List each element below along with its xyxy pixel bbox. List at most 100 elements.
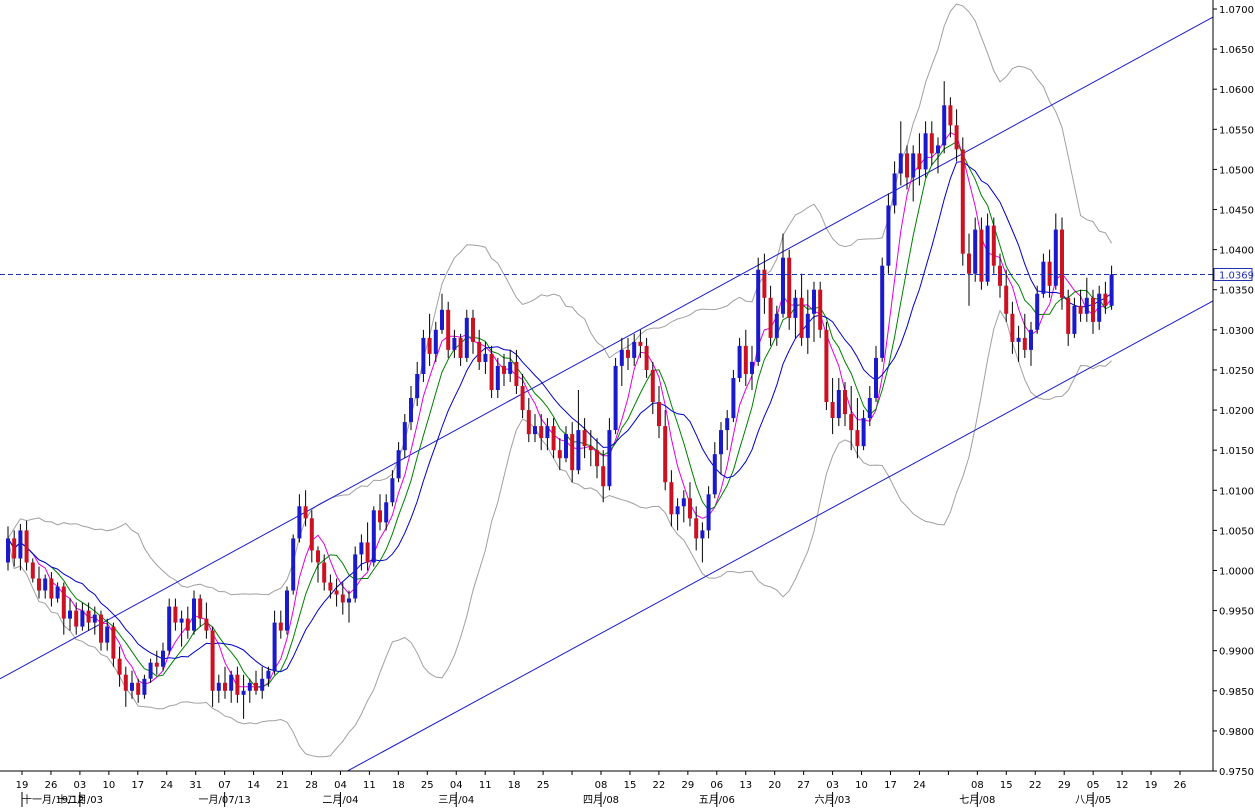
candle[interactable] <box>712 442 717 499</box>
candle[interactable] <box>886 193 891 274</box>
candle[interactable] <box>378 494 382 531</box>
candle[interactable] <box>1035 285 1040 334</box>
candle[interactable] <box>1041 253 1046 298</box>
candle[interactable] <box>812 281 816 342</box>
candle[interactable] <box>545 418 550 451</box>
candle[interactable] <box>297 494 302 543</box>
candle[interactable] <box>601 450 606 503</box>
candle[interactable] <box>37 566 41 599</box>
candle[interactable] <box>309 510 314 563</box>
candle[interactable] <box>49 572 54 607</box>
candle[interactable] <box>24 520 29 571</box>
candle[interactable] <box>43 574 48 599</box>
candle[interactable] <box>142 674 147 699</box>
candle[interactable] <box>477 329 482 370</box>
candle[interactable] <box>1004 269 1009 322</box>
candle[interactable] <box>483 341 488 374</box>
candle[interactable] <box>148 658 153 683</box>
candle[interactable] <box>576 390 581 475</box>
candle[interactable] <box>471 309 475 354</box>
candle[interactable] <box>774 305 779 346</box>
candle[interactable] <box>111 622 116 667</box>
candle[interactable] <box>787 249 792 330</box>
candle[interactable] <box>836 377 841 427</box>
candle[interactable] <box>495 357 500 399</box>
candle[interactable] <box>1047 249 1052 298</box>
candle[interactable] <box>303 490 308 527</box>
candle[interactable] <box>650 361 655 415</box>
candle[interactable] <box>781 233 785 318</box>
candle[interactable] <box>663 410 668 491</box>
candle[interactable] <box>260 666 265 699</box>
candle[interactable] <box>1091 289 1095 334</box>
candle[interactable] <box>74 602 79 635</box>
candle[interactable] <box>452 329 457 358</box>
candle[interactable] <box>991 217 996 274</box>
candle[interactable] <box>229 670 234 703</box>
candle[interactable] <box>948 97 953 138</box>
candle[interactable] <box>316 546 320 583</box>
candle[interactable] <box>824 321 829 411</box>
candle[interactable] <box>55 582 60 603</box>
candle[interactable] <box>173 598 178 631</box>
candle[interactable] <box>334 578 339 607</box>
candle[interactable] <box>1029 321 1033 366</box>
candle[interactable] <box>1109 265 1114 310</box>
candle[interactable] <box>415 361 420 407</box>
candle[interactable] <box>384 494 389 531</box>
candle[interactable] <box>557 438 562 471</box>
candle[interactable] <box>638 329 643 358</box>
candle[interactable] <box>675 498 680 531</box>
candle[interactable] <box>130 670 134 699</box>
channel-lower-trendline[interactable] <box>339 300 1214 776</box>
candle[interactable] <box>390 470 395 507</box>
candle[interactable] <box>136 678 141 703</box>
candle[interactable] <box>285 586 289 635</box>
candle[interactable] <box>936 137 940 174</box>
candle[interactable] <box>929 121 934 166</box>
candle[interactable] <box>1084 277 1089 322</box>
candle[interactable] <box>539 414 544 451</box>
candle[interactable] <box>756 257 761 366</box>
candle[interactable] <box>216 674 221 703</box>
candle[interactable] <box>502 353 506 386</box>
candle[interactable] <box>799 273 804 346</box>
candle[interactable] <box>644 337 649 378</box>
candle[interactable] <box>979 217 984 290</box>
candle[interactable] <box>514 349 519 395</box>
candle[interactable] <box>371 506 376 567</box>
candle[interactable] <box>619 337 624 386</box>
candle[interactable] <box>905 145 909 190</box>
candle[interactable] <box>185 606 190 639</box>
candle[interactable] <box>161 642 165 671</box>
candle[interactable] <box>192 590 196 635</box>
candle[interactable] <box>402 414 407 459</box>
candle[interactable] <box>1078 289 1083 322</box>
candle[interactable] <box>917 133 922 186</box>
candle[interactable] <box>365 522 370 571</box>
candle[interactable] <box>210 626 215 707</box>
candle[interactable] <box>688 482 692 527</box>
candle[interactable] <box>105 618 110 651</box>
candle[interactable] <box>805 289 810 354</box>
candle[interactable] <box>179 610 184 647</box>
candle[interactable] <box>204 602 209 639</box>
candle[interactable] <box>6 526 10 571</box>
candle[interactable] <box>92 606 97 635</box>
candle[interactable] <box>874 345 878 403</box>
candle[interactable] <box>353 546 358 603</box>
candle[interactable] <box>533 414 537 443</box>
candle[interactable] <box>427 313 432 366</box>
candle[interactable] <box>278 610 283 639</box>
candle[interactable] <box>607 418 612 491</box>
candle[interactable] <box>86 602 91 631</box>
candle[interactable] <box>942 81 947 154</box>
candle[interactable] <box>1066 289 1071 346</box>
candle[interactable] <box>340 582 345 615</box>
candle[interactable] <box>737 337 742 382</box>
candle[interactable] <box>247 678 252 703</box>
candle[interactable] <box>1053 213 1058 290</box>
candle[interactable] <box>669 470 674 527</box>
candle[interactable] <box>1060 217 1064 310</box>
candle[interactable] <box>731 369 736 423</box>
